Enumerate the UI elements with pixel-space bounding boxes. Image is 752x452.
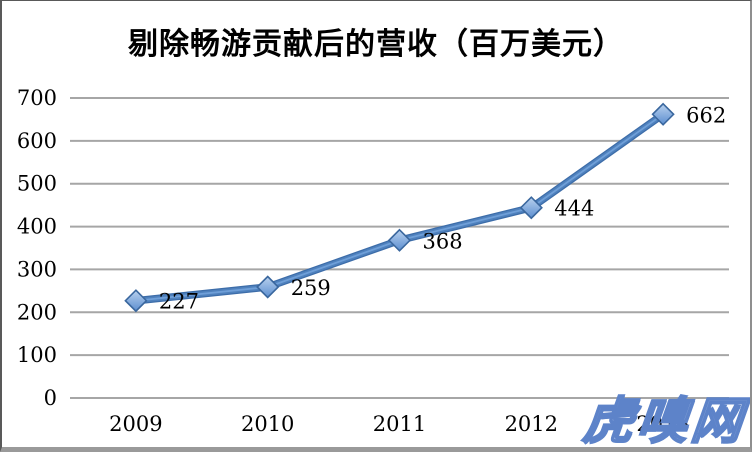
data-point-markers bbox=[124, 102, 675, 313]
diamond-marker bbox=[124, 289, 148, 313]
y-tick-label: 200 bbox=[17, 300, 57, 324]
diamond-marker bbox=[519, 196, 543, 220]
data-label: 259 bbox=[291, 276, 331, 300]
x-tick-label: 2013 bbox=[636, 412, 689, 436]
x-tick-label: 2011 bbox=[373, 412, 426, 436]
y-tick-label: 700 bbox=[17, 86, 57, 110]
diamond-marker bbox=[651, 102, 675, 126]
y-axis-tick-labels: 0 100 200 300 400 500 600 700 bbox=[17, 86, 57, 410]
data-label: 368 bbox=[423, 229, 463, 253]
data-label: 662 bbox=[686, 103, 726, 127]
y-tick-label: 100 bbox=[17, 343, 57, 367]
data-label: 444 bbox=[554, 197, 594, 221]
y-tick-label: 600 bbox=[17, 129, 57, 153]
x-tick-label: 2010 bbox=[241, 412, 294, 436]
x-tick-label: 2012 bbox=[505, 412, 558, 436]
x-axis-tick-labels: 2009 2010 2011 2012 2013 bbox=[109, 412, 690, 436]
diamond-marker bbox=[256, 275, 280, 299]
diamond-marker bbox=[387, 228, 412, 252]
data-label: 227 bbox=[159, 290, 199, 314]
data-point-labels: 227 259 368 444 662 bbox=[159, 103, 726, 313]
chart-title: 剔除畅游贡献后的营收（百万美元） bbox=[128, 27, 624, 62]
y-tick-label: 0 bbox=[44, 386, 57, 410]
y-tick-label: 500 bbox=[17, 172, 57, 196]
y-tick-label: 400 bbox=[17, 215, 57, 239]
y-tick-label: 300 bbox=[17, 257, 57, 281]
x-tick-label: 2009 bbox=[109, 412, 162, 436]
